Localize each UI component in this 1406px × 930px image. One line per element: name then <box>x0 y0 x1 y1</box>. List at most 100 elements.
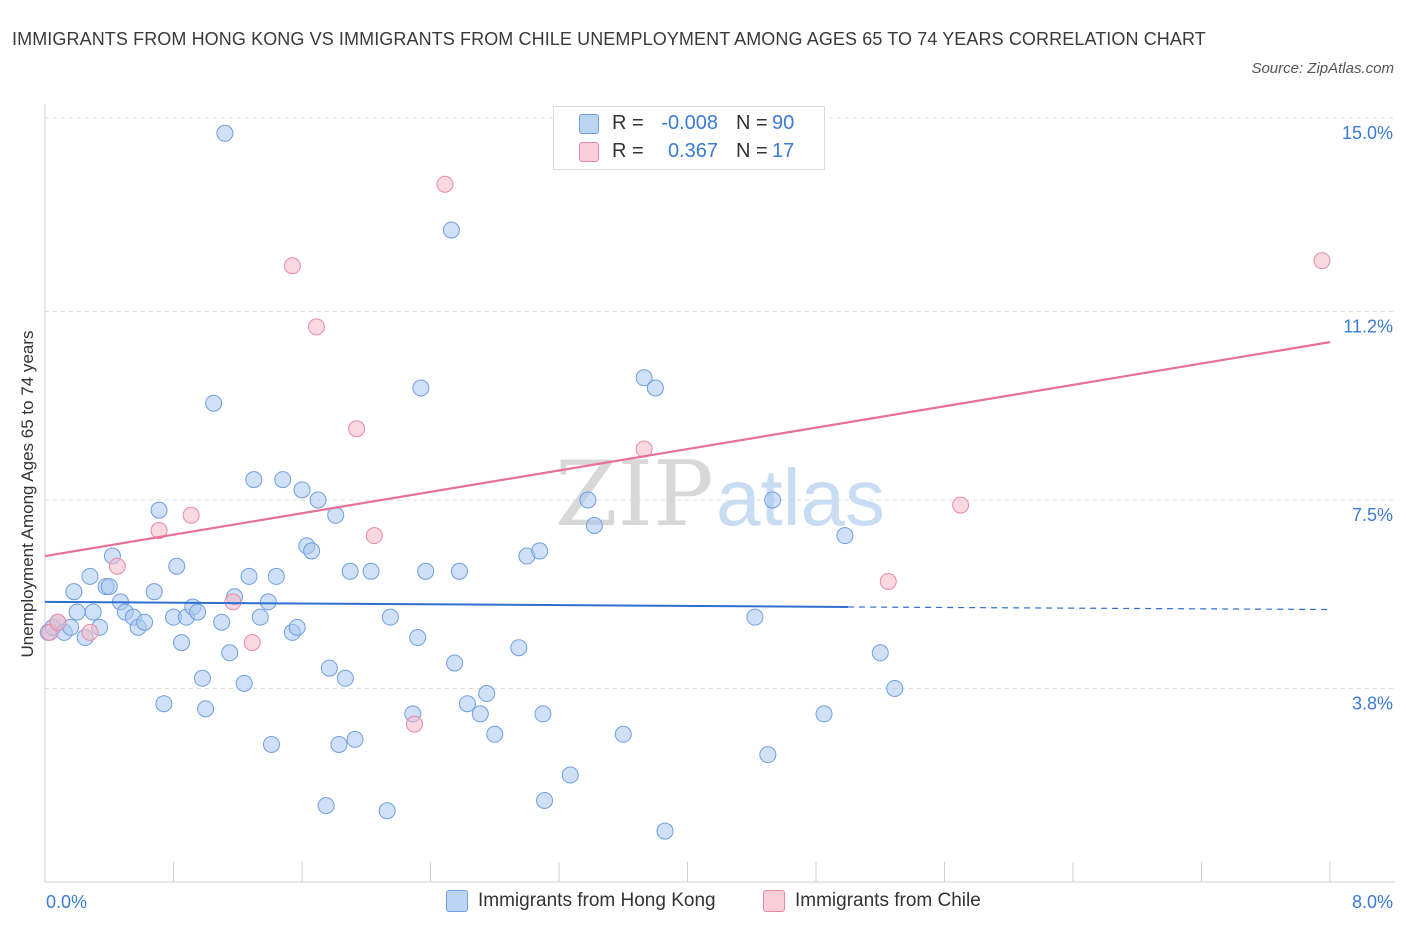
chile-point <box>49 613 67 631</box>
hong-kong-point <box>746 608 764 626</box>
hong-kong-point <box>293 481 311 499</box>
hong-kong-point <box>235 674 253 692</box>
hong-kong-point <box>259 593 277 611</box>
hong-kong-point <box>362 562 380 580</box>
hong-kong-point <box>346 730 364 748</box>
chile-point <box>182 506 200 524</box>
hong-kong-point <box>635 369 653 387</box>
hong-kong-point <box>412 379 430 397</box>
chile-point <box>365 527 383 545</box>
chile-point <box>952 496 970 514</box>
legend-swatch-hong-kong <box>446 890 468 912</box>
hong-kong-point <box>68 603 86 621</box>
hong-kong-point <box>886 679 904 697</box>
chart-title: IMMIGRANTS FROM HONG KONG VS IMMIGRANTS … <box>12 29 1206 49</box>
hong-kong-point <box>84 603 102 621</box>
y-axis-label: Unemployment Among Ages 65 to 74 years <box>18 330 37 658</box>
hong-kong-point <box>585 516 603 534</box>
hong-kong-point <box>561 766 579 784</box>
hong-kong-point <box>193 669 211 687</box>
hong-kong-point <box>189 603 207 621</box>
chile-point <box>405 715 423 733</box>
hong-kong-point <box>197 700 215 718</box>
hong-kong-point <box>213 613 231 631</box>
stats-n-label: N = <box>736 140 768 162</box>
hong-kong-point <box>205 394 223 412</box>
hong-kong-point <box>81 567 99 585</box>
hong-kong-point <box>471 705 489 723</box>
trendline-hong-kong <box>44 600 849 608</box>
stats-r-label: R = <box>612 140 644 162</box>
hong-kong-point <box>341 562 359 580</box>
x-tick-label: 8.0% <box>1352 892 1393 912</box>
hong-kong-point <box>442 221 460 239</box>
stats-n-value: 17 <box>772 140 795 162</box>
stats-n-label: N = <box>736 112 768 134</box>
hong-kong-point <box>478 685 496 703</box>
correlation-stats-box: R = -0.008 N = 90 R = 0.367 N = 17 <box>553 106 825 170</box>
y-tick-label: 11.2% <box>1343 317 1393 337</box>
stats-row-chile: R = 0.367 N = 17 <box>554 138 824 166</box>
hong-kong-point <box>155 695 173 713</box>
chile-point <box>1313 252 1331 270</box>
hong-kong-point <box>150 501 168 519</box>
trendline-chile <box>44 341 1331 558</box>
hong-kong-point <box>330 735 348 753</box>
chile-point <box>243 634 261 652</box>
hong-kong-point <box>317 797 335 815</box>
stats-swatch-hong-kong <box>579 114 599 134</box>
y-tick-label: 7.5% <box>1352 505 1393 525</box>
axis-layer <box>44 104 1395 883</box>
hong-kong-point <box>534 705 552 723</box>
hong-kong-point <box>759 746 777 764</box>
hong-kong-point <box>409 629 427 647</box>
hong-kong-point <box>579 491 597 509</box>
hong-kong-point <box>450 562 468 580</box>
hong-kong-point <box>262 735 280 753</box>
legend-label-chile: Immigrants from Chile <box>795 890 981 911</box>
hong-kong-point <box>251 608 269 626</box>
chile-point <box>81 623 99 641</box>
chile-point <box>348 420 366 438</box>
hong-kong-point <box>510 639 528 657</box>
stats-n-value: 90 <box>772 112 795 134</box>
hong-kong-point <box>274 471 292 489</box>
hong-kong-point <box>646 379 664 397</box>
stats-r-value: 0.367 <box>667 140 718 162</box>
x-tick-label: 0.0% <box>46 892 87 912</box>
legend-item-chile[interactable]: Immigrants from Chile <box>763 890 981 912</box>
hong-kong-point <box>303 542 321 560</box>
hong-kong-point <box>327 506 345 524</box>
hong-kong-point <box>240 567 258 585</box>
hong-kong-point <box>136 613 154 631</box>
hong-kong-point <box>417 562 435 580</box>
chile-point <box>436 175 454 193</box>
hong-kong-point <box>378 802 396 820</box>
hong-kong-point <box>216 124 234 142</box>
hong-kong-point <box>245 471 263 489</box>
stats-row-hong-kong: R = -0.008 N = 90 <box>554 110 824 138</box>
legend-item-hong-kong[interactable]: Immigrants from Hong Kong <box>446 890 716 912</box>
stats-swatch-chile <box>579 142 599 162</box>
hong-kong-point <box>614 725 632 743</box>
chile-point <box>150 522 168 540</box>
hong-kong-point <box>836 527 854 545</box>
trendline-hong-kong-projection <box>848 606 1331 611</box>
legend-label-hong-kong: Immigrants from Hong Kong <box>478 890 716 911</box>
hong-kong-point <box>458 695 476 713</box>
chile-point <box>108 557 126 575</box>
legend-swatch-chile <box>763 890 785 912</box>
hong-kong-point <box>65 583 83 601</box>
y-tick-label: 15.0% <box>1342 123 1393 143</box>
hong-kong-point <box>221 644 239 662</box>
tick-label-layer: 3.8% 7.5% 11.2% 15.0% 0.0% 8.0% <box>46 123 1393 912</box>
legend: Immigrants from Hong Kong Immigrants fro… <box>0 888 1406 918</box>
chile-point <box>307 318 325 336</box>
hong-kong-point <box>815 705 833 723</box>
hong-kong-point <box>764 491 782 509</box>
hong-kong-point <box>871 644 889 662</box>
hong-kong-point <box>100 578 118 596</box>
hong-kong-point <box>320 659 338 677</box>
hong-kong-point <box>173 634 191 652</box>
points-layer <box>39 109 1331 840</box>
